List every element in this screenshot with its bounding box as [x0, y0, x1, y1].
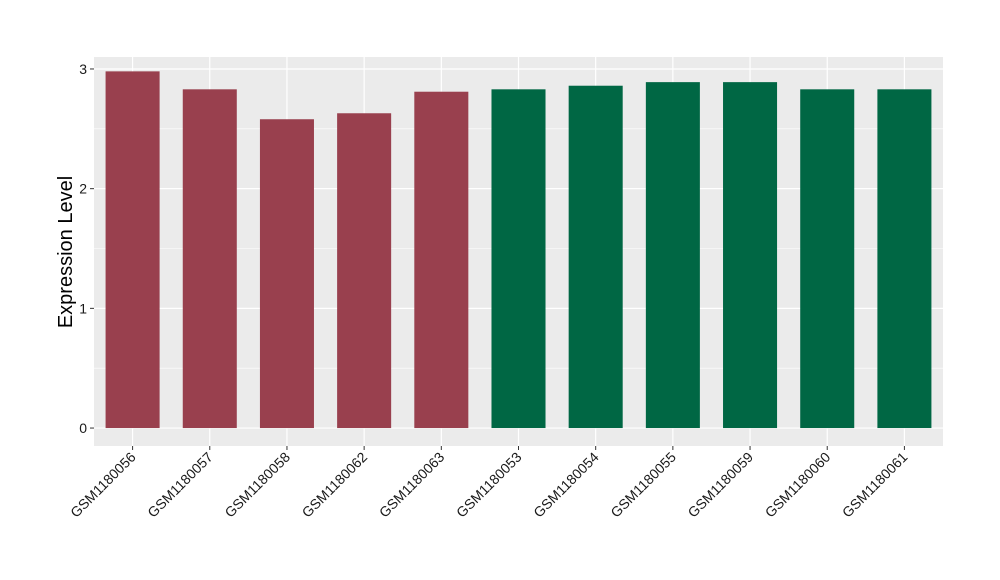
x-tick-label: GSM1180060 [762, 449, 834, 521]
x-tick-label: GSM1180063 [376, 449, 448, 521]
bar [105, 71, 160, 429]
y-axis-ticks: 0 1 2 3 [79, 61, 94, 436]
bar [414, 91, 469, 429]
x-tick-label: GSM1180056 [67, 449, 139, 521]
bar [723, 82, 778, 429]
x-tick-label: GSM1180059 [684, 449, 756, 521]
y-axis-title: Expression Level [55, 176, 77, 328]
bar [259, 119, 314, 429]
y-tick-label: 0 [79, 420, 87, 436]
bar [568, 85, 623, 429]
bar [877, 89, 932, 429]
y-tick-label: 3 [79, 61, 87, 77]
bar [800, 89, 855, 429]
x-tick-label: GSM1180055 [607, 449, 679, 521]
y-tick-label: 2 [79, 181, 87, 197]
bar [491, 89, 546, 429]
x-tick-label: GSM1180058 [221, 449, 293, 521]
bar [182, 89, 237, 429]
bar [337, 113, 392, 429]
y-tick-label: 1 [79, 300, 87, 316]
x-tick-label: GSM1180057 [144, 449, 216, 521]
bars [105, 71, 932, 429]
x-axis-ticks: GSM1180056 GSM1180057 GSM1180058 GSM1180062… [67, 446, 911, 520]
x-tick-label: GSM1180054 [530, 449, 602, 521]
x-tick-label: GSM1180061 [839, 449, 911, 521]
x-tick-label: GSM1180062 [299, 449, 371, 521]
bar [645, 82, 700, 429]
x-tick-label: GSM1180053 [453, 449, 525, 521]
